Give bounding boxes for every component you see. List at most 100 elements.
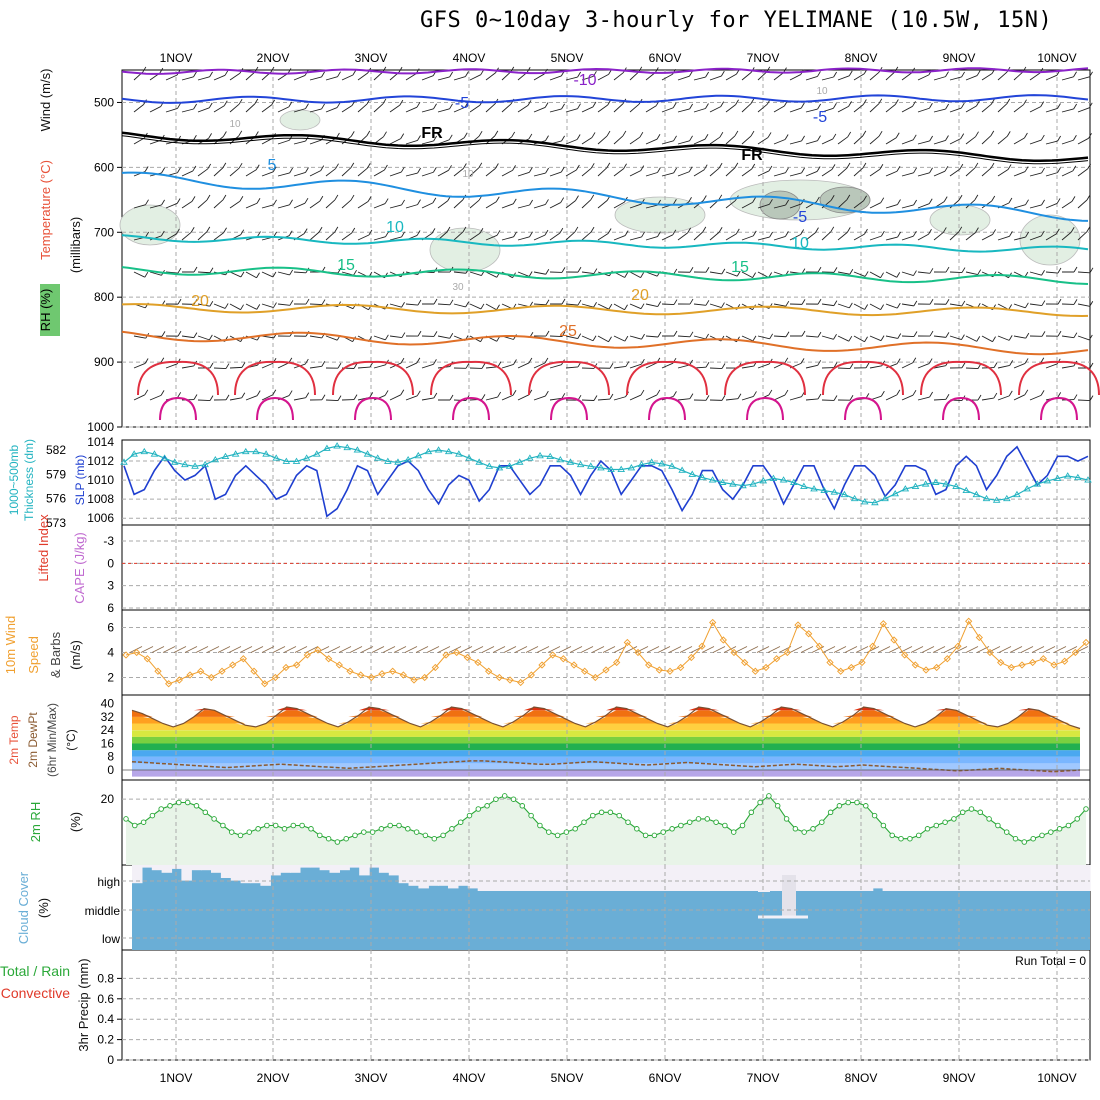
wind-barb [959, 163, 964, 170]
wind-barb [735, 99, 739, 105]
cloud-gap [230, 865, 242, 881]
wind-barb [197, 107, 210, 113]
wind-barb [382, 646, 396, 653]
wind-barb [701, 646, 715, 653]
wind-barb [241, 392, 246, 398]
rh-point [537, 822, 543, 829]
wind-barb [389, 104, 401, 113]
wind-barb [1041, 331, 1046, 337]
wind-barb [1013, 363, 1026, 369]
wind-barb [321, 299, 326, 305]
wind-barb [1061, 335, 1074, 339]
wind-barb [848, 335, 853, 342]
wind-barb [501, 203, 514, 209]
wind-barb [533, 73, 545, 81]
wind-barb [933, 365, 946, 369]
wind-barb [383, 131, 387, 137]
wind-barb [1070, 227, 1075, 233]
wind-barb [272, 271, 277, 278]
wind-barb [725, 200, 736, 209]
wind-barb [661, 234, 674, 241]
wind-barb [992, 229, 997, 235]
wind-speed-point [794, 621, 802, 629]
wind-barb [785, 300, 790, 307]
wind-barb [846, 227, 851, 233]
wind-barb [613, 646, 627, 653]
contour-label: 25 [559, 323, 577, 340]
temp-band [132, 723, 1080, 731]
wind-barb [862, 162, 867, 169]
wind-barb [309, 335, 322, 339]
thickness-tick-label: 576 [46, 492, 66, 506]
wind-barb [1089, 301, 1094, 307]
temp-band [132, 750, 1080, 757]
wind-barb [341, 105, 353, 113]
wind-barb [976, 336, 981, 342]
wind-barb [912, 389, 917, 396]
wind-barb [463, 132, 468, 138]
cloud-gap [280, 865, 291, 873]
contour-label: FR [421, 125, 443, 142]
wind-speed-point [719, 636, 727, 644]
cloud-gap [260, 865, 271, 886]
wind-barb [485, 303, 497, 311]
wind-barb [437, 335, 450, 339]
wind-speed-point [314, 646, 322, 654]
wind-barb [705, 300, 710, 306]
wind-barb [545, 199, 549, 205]
wind-barb [561, 393, 566, 399]
wind-barb [293, 397, 306, 401]
rh-point [933, 822, 940, 829]
wind-barb [177, 298, 182, 305]
wind-barb [767, 646, 781, 653]
wind-barb [400, 166, 405, 173]
cloud-gap [971, 865, 982, 891]
wind-barb [987, 646, 1001, 653]
wind-barb [469, 303, 482, 310]
wind-barb [896, 389, 901, 396]
wind-barb [337, 71, 341, 77]
wind-barb [990, 130, 995, 137]
wind-barb [371, 646, 385, 653]
wind-barb [191, 196, 196, 202]
cloud-gap [339, 865, 350, 871]
wind-barb [309, 231, 320, 241]
wind-barb [1040, 134, 1045, 141]
wind-barb [885, 236, 898, 241]
wind-barb [853, 73, 865, 81]
wind-barb [417, 199, 421, 205]
wind-barb [373, 395, 386, 401]
wind-barb [449, 333, 454, 339]
wind-barb [998, 646, 1012, 653]
wind-barb [896, 302, 901, 309]
rh-point [563, 829, 570, 835]
wind-barb [945, 394, 950, 400]
wind-barb [624, 304, 628, 310]
wind-barb [712, 646, 726, 653]
wind-barb [433, 298, 438, 305]
wind-barb [1073, 135, 1077, 141]
rh-point [625, 819, 631, 825]
wind-barb [288, 230, 293, 236]
wind-barb [830, 195, 835, 201]
wind-speed-point [453, 648, 461, 657]
wind-barb [933, 170, 946, 177]
wind-speed-point [869, 642, 877, 650]
wind-barb [896, 272, 901, 278]
wind-speed-point [975, 633, 983, 642]
cloud-gap [823, 865, 834, 891]
wind-barb [421, 171, 434, 177]
wind-barb [1089, 267, 1094, 274]
wind-barb [181, 335, 194, 339]
wind-barb [1056, 198, 1061, 204]
wind-barb [1013, 71, 1024, 81]
wind-barb [469, 271, 482, 276]
rh-region [614, 196, 706, 234]
wind-barb [1088, 334, 1093, 341]
wind-barb [193, 299, 198, 305]
wind-barb [757, 203, 770, 209]
cloud-gap [378, 865, 390, 873]
wind-barb [160, 230, 165, 237]
wind-barb [880, 272, 884, 278]
wind-barb [389, 335, 402, 339]
